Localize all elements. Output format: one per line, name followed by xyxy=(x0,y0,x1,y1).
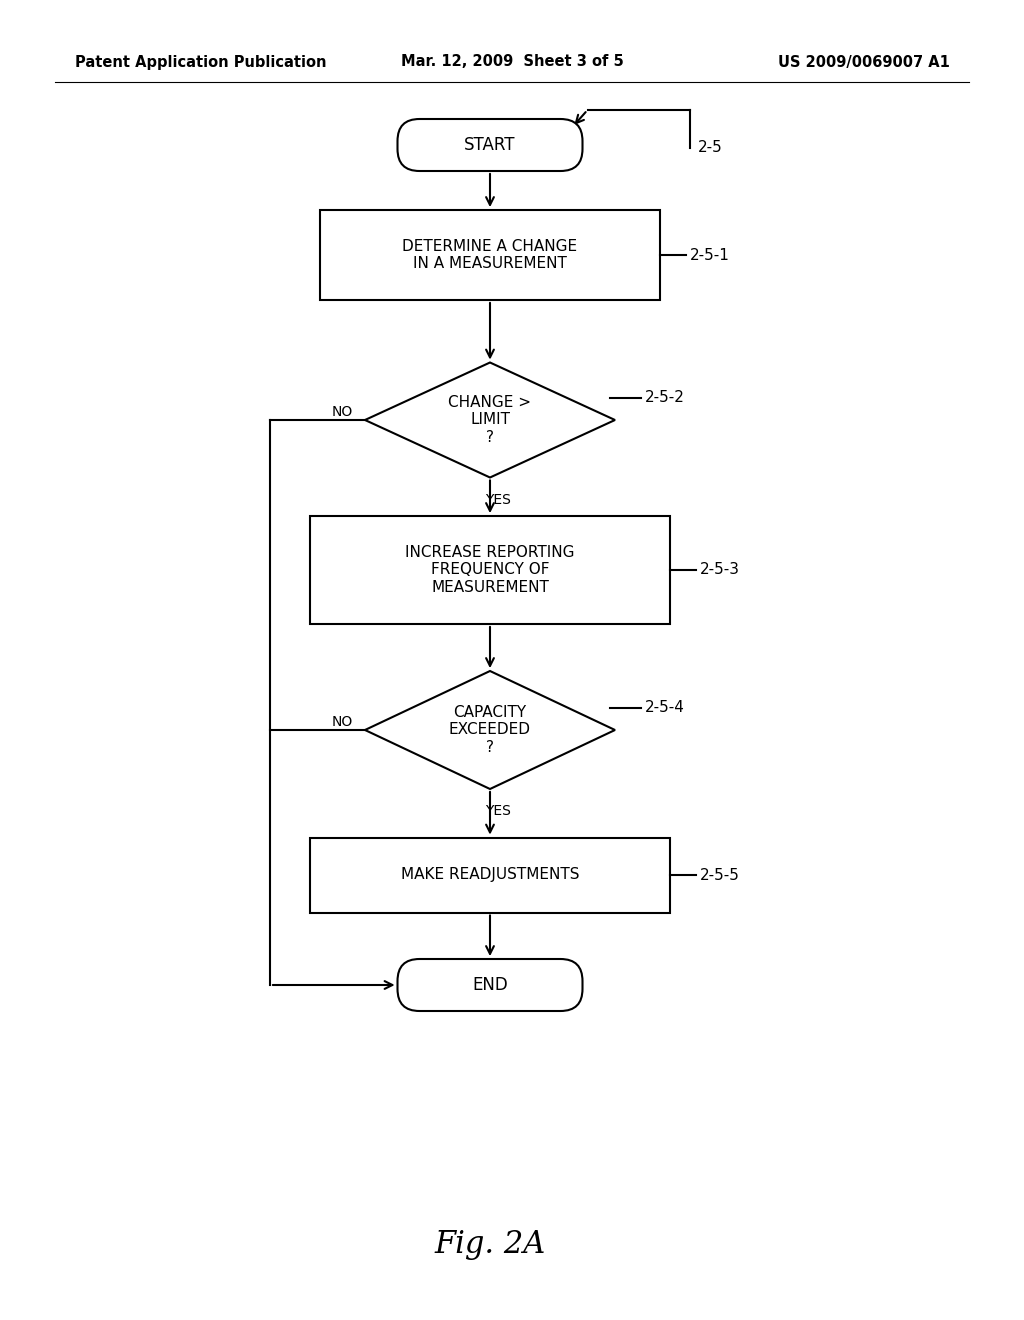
FancyBboxPatch shape xyxy=(397,119,583,172)
Bar xyxy=(310,837,670,912)
Text: YES: YES xyxy=(485,804,511,818)
Text: 2-5-1: 2-5-1 xyxy=(690,248,730,263)
Text: NO: NO xyxy=(332,405,353,418)
Text: 2-5-4: 2-5-4 xyxy=(645,701,685,715)
Polygon shape xyxy=(365,671,615,789)
Text: CHANGE >
LIMIT
?: CHANGE > LIMIT ? xyxy=(449,395,531,445)
Text: YES: YES xyxy=(485,492,511,507)
Text: INCREASE REPORTING
FREQUENCY OF
MEASUREMENT: INCREASE REPORTING FREQUENCY OF MEASUREM… xyxy=(406,545,574,595)
Text: Mar. 12, 2009  Sheet 3 of 5: Mar. 12, 2009 Sheet 3 of 5 xyxy=(400,54,624,70)
Polygon shape xyxy=(365,363,615,478)
Text: 2-5: 2-5 xyxy=(698,140,723,156)
Text: Patent Application Publication: Patent Application Publication xyxy=(75,54,327,70)
Text: NO: NO xyxy=(332,715,353,729)
Text: Fig. 2A: Fig. 2A xyxy=(434,1229,546,1261)
Text: 2-5-2: 2-5-2 xyxy=(645,391,685,405)
Text: CAPACITY
EXCEEDED
?: CAPACITY EXCEEDED ? xyxy=(449,705,531,755)
Text: MAKE READJUSTMENTS: MAKE READJUSTMENTS xyxy=(400,867,580,883)
FancyBboxPatch shape xyxy=(397,960,583,1011)
Bar xyxy=(310,516,670,624)
Text: START: START xyxy=(464,136,516,154)
Bar xyxy=(319,210,660,300)
Text: 2-5-3: 2-5-3 xyxy=(700,562,740,578)
Text: DETERMINE A CHANGE
IN A MEASUREMENT: DETERMINE A CHANGE IN A MEASUREMENT xyxy=(402,239,578,271)
Text: US 2009/0069007 A1: US 2009/0069007 A1 xyxy=(778,54,950,70)
Text: 2-5-5: 2-5-5 xyxy=(700,867,740,883)
Text: END: END xyxy=(472,975,508,994)
